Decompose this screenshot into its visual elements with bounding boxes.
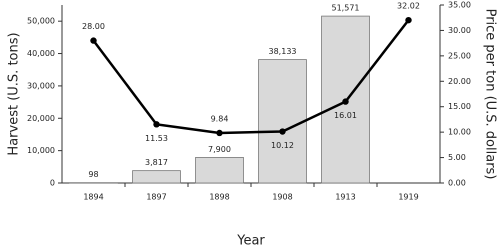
line-value-label: 32.02 <box>397 2 420 11</box>
y2-tick-label: 20.00 <box>448 77 471 86</box>
line-value-label: 11.53 <box>145 134 168 143</box>
x-axis-title: Year <box>236 234 265 249</box>
y2-tick-label: 30.00 <box>448 26 471 35</box>
bar-value-label: 3,817 <box>145 158 168 167</box>
x-tick-label: 1919 <box>398 193 418 202</box>
y-axis-title: Harvest (U.S. tons) <box>7 32 22 155</box>
y2-tick-label: 0.00 <box>448 179 466 188</box>
line-marker <box>405 16 412 24</box>
line-value-label: 28.00 <box>82 22 105 31</box>
bar-value-label: 38,133 <box>269 47 297 56</box>
y2-tick-label: 10.00 <box>448 128 471 137</box>
bar-value-label: 7,900 <box>208 145 231 154</box>
line-value-label: 16.01 <box>334 111 357 120</box>
y2-tick-label: 25.00 <box>448 51 471 60</box>
y-tick-label: 0 <box>50 179 55 188</box>
bar <box>132 170 181 184</box>
y2-axis-title: Price per ton (U.S. dollars) <box>483 9 498 180</box>
x-tick-label: 1898 <box>209 193 229 202</box>
x-tick-label: 1897 <box>146 193 166 202</box>
line-marker <box>216 129 223 137</box>
bar-value-label: 51,571 <box>332 4 360 13</box>
bar-value-label: 98 <box>88 170 98 179</box>
y2-tick-label: 15.00 <box>448 102 471 111</box>
line <box>92 19 410 135</box>
line-value-label: 10.12 <box>271 141 294 150</box>
line-marker <box>90 37 97 44</box>
y-tick-label: 20,000 <box>27 114 55 123</box>
x-tick-label: 1913 <box>335 193 355 202</box>
bar <box>258 59 307 184</box>
y2-tick-label: 35.00 <box>448 1 471 10</box>
line-marker <box>342 98 349 105</box>
line-value-label: 9.84 <box>211 114 229 123</box>
y-tick-label: 50,000 <box>27 17 55 26</box>
x-tick-label: 1894 <box>83 193 103 202</box>
y2-tick-label: 5.00 <box>448 153 466 162</box>
y-tick-label: 30,000 <box>27 81 55 90</box>
line-marker <box>279 128 286 135</box>
line-marker <box>153 121 160 128</box>
bar <box>195 157 244 184</box>
x-tick-label: 1908 <box>272 193 292 202</box>
y-tick-label: 40,000 <box>27 49 55 58</box>
y-tick-label: 10,000 <box>27 146 55 155</box>
